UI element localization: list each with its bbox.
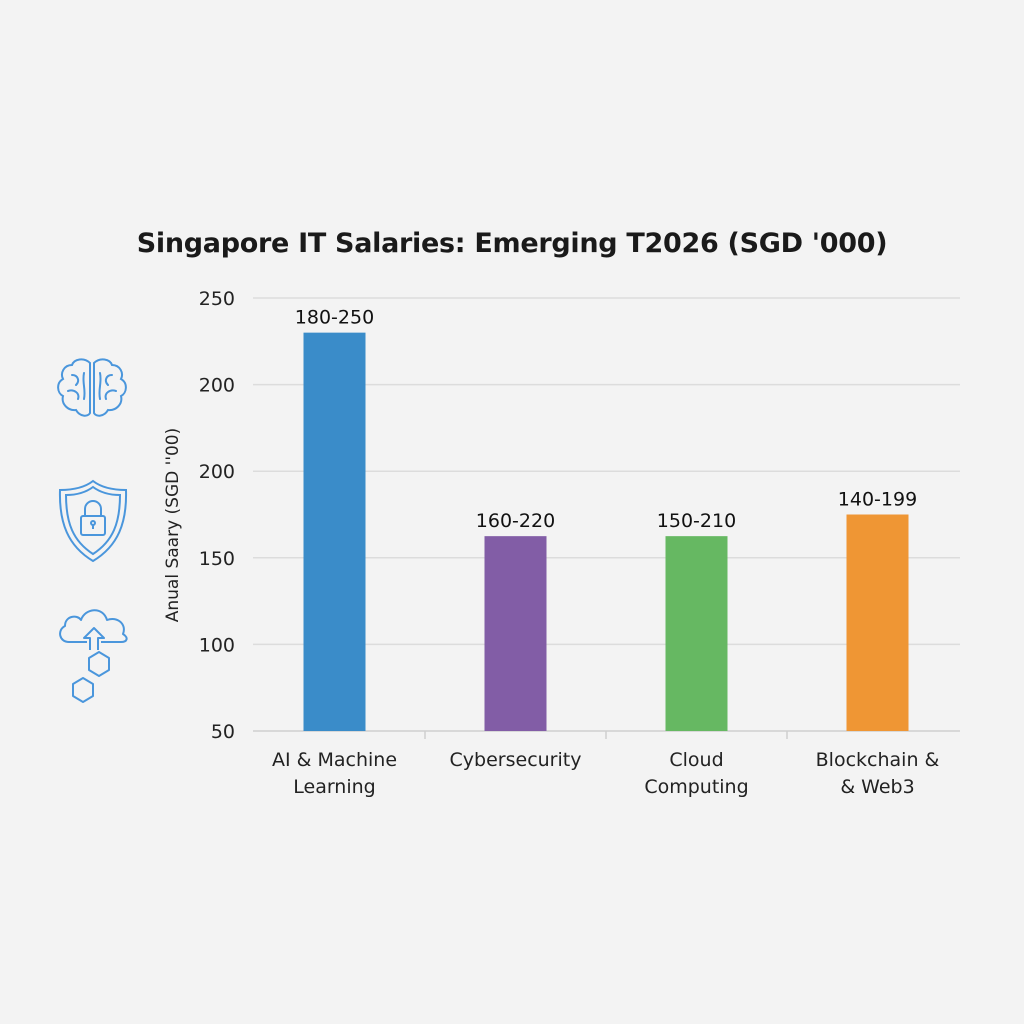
shield-lock-icon xyxy=(58,479,128,563)
x-tick-label: AI & Machine xyxy=(272,749,397,771)
y-tick-label: 100 xyxy=(199,634,235,656)
bar-4 xyxy=(846,514,909,731)
bar-2 xyxy=(484,536,547,731)
y-tick-label: 50 xyxy=(211,721,235,743)
x-tick-label: Blockchain & xyxy=(816,749,940,771)
x-tick-label: & Web3 xyxy=(840,776,914,798)
bar-1 xyxy=(303,332,366,731)
y-tick-label: 250 xyxy=(199,288,235,310)
x-tick-label: Computing xyxy=(644,776,748,798)
data-label: 160-220 xyxy=(476,510,555,532)
y-tick-label: 150 xyxy=(199,548,235,570)
bar-3 xyxy=(665,536,728,731)
cloud-upload-hexagon-icon xyxy=(59,609,128,703)
x-tick-label: Learning xyxy=(293,776,376,798)
data-label: 140-199 xyxy=(838,489,917,511)
y-tick-label: 200 xyxy=(199,461,235,483)
data-label: 180-250 xyxy=(295,307,374,329)
x-tick-label: Cybersecurity xyxy=(450,749,582,771)
y-axis-label: Anual Saary (SGD ''00) xyxy=(163,428,183,623)
chart-title: Singapore IT Salaries: Emerging T2026 (S… xyxy=(136,228,888,259)
x-tick-label: Cloud xyxy=(669,749,723,771)
brain-icon xyxy=(57,358,127,417)
data-label: 150-210 xyxy=(657,510,736,532)
y-tick-label: 200 xyxy=(199,375,235,397)
